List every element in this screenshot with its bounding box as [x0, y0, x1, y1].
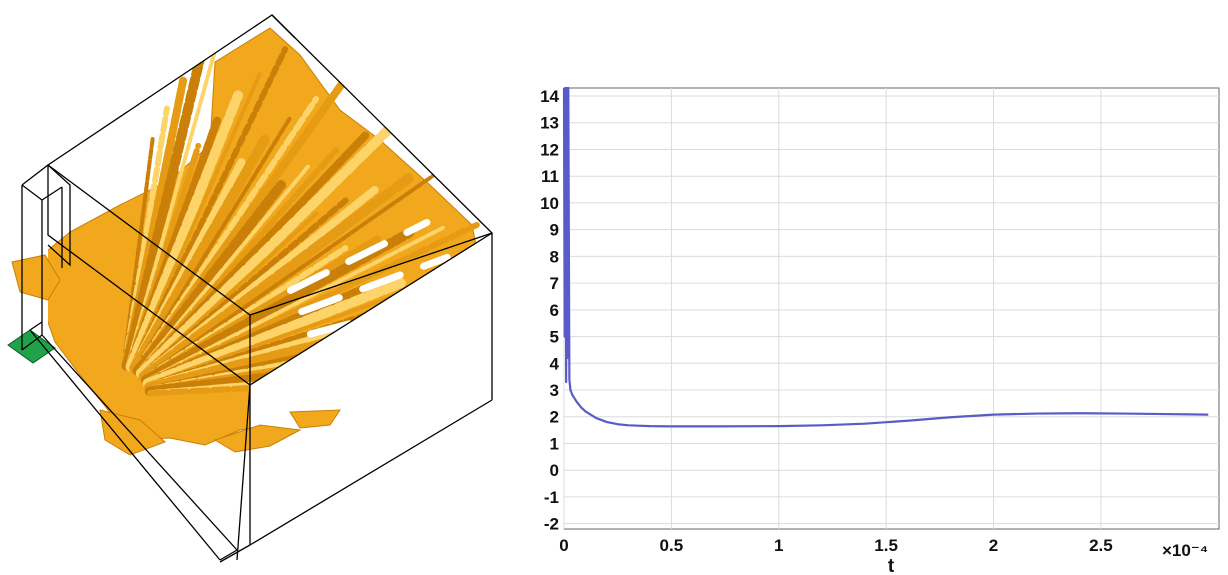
x-axis-multiplier: ×10⁻⁴ [1162, 541, 1208, 560]
x-axis-ticks: 0 0.5 1 1.5 2 2.5 [559, 536, 1112, 555]
x-tick-label: 1 [774, 536, 783, 555]
source-face-green [7, 329, 56, 364]
isosurface-gap [316, 368, 483, 385]
y-tick-label: 6 [550, 301, 559, 320]
plot-area [563, 87, 1220, 530]
isosurface-gap [298, 253, 451, 316]
y-tick-label: 4 [550, 354, 560, 373]
y-tick-label: 7 [550, 274, 559, 293]
isosurface-streak [125, 90, 243, 372]
x-tick-label: 2 [989, 536, 998, 555]
y-tick-label: 13 [540, 114, 559, 133]
x-tick-label: 0 [559, 536, 568, 555]
y-tick-label: 3 [550, 381, 559, 400]
x-tick-label: 2.5 [1089, 536, 1113, 555]
time-series-plot: -2 -1 0 1 2 3 4 5 6 7 8 9 10 11 12 13 14 0 0.5 1 1.5 2 2.5 ×1… [520, 0, 1228, 575]
isosurface-streak [129, 134, 270, 374]
isosurface-streaks [48, 25, 492, 455]
isosurface-streak [133, 116, 292, 372]
isosurface-streak [135, 116, 402, 379]
isosurface-gap [287, 219, 431, 294]
grid-lines [563, 88, 1219, 529]
isosurface-streak [138, 173, 414, 382]
isosurface-streak [121, 48, 207, 371]
isosurface-gap [312, 329, 478, 361]
isosurface-streak [125, 25, 224, 368]
y-tick-label: 5 [550, 328, 559, 347]
series-line [562, 86, 1209, 428]
bounding-box-wireframe [21, 14, 494, 563]
x-tick-label: 1.5 [874, 536, 898, 555]
y-tick-label: 14 [540, 87, 559, 106]
isosurface-gap [313, 425, 479, 455]
y-tick-label: 12 [540, 140, 559, 159]
isosurface-fragments [11, 254, 341, 456]
isosurface-streak [132, 180, 287, 376]
x-tick-label: 0.5 [660, 536, 684, 555]
y-tick-label: 9 [550, 221, 559, 240]
y-tick-label: 2 [550, 408, 559, 427]
x-axis-title: t [888, 556, 895, 575]
y-tick-label: 8 [550, 247, 559, 266]
series-layer [562, 86, 1209, 428]
y-tick-label: -2 [544, 515, 559, 534]
isosurface-gap [316, 401, 484, 415]
y-tick-label: 10 [540, 194, 559, 213]
y-tick-label: 11 [541, 167, 559, 186]
isosurface-streak [142, 278, 406, 389]
y-tick-label: 1 [550, 434, 559, 453]
isosurface-3d-view [0, 0, 520, 575]
y-tick-label: -1 [544, 488, 559, 507]
y-tick-label: 0 [550, 461, 559, 480]
